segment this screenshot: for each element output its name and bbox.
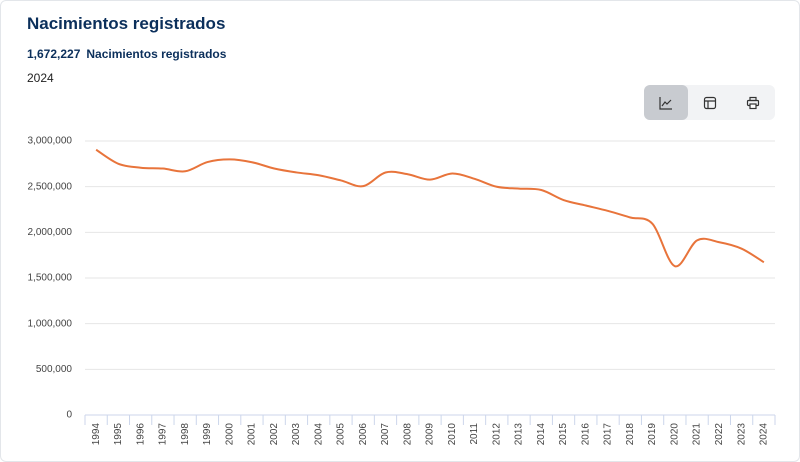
x-tick-label: 2023: [736, 423, 747, 446]
period: 2024: [27, 71, 54, 85]
x-tick-label: 1995: [113, 423, 124, 446]
y-tick-label: 1,000,000: [28, 318, 73, 329]
print-icon: [747, 96, 760, 109]
title: Nacimientos registrados: [27, 14, 226, 33]
headline: 1,672,227 Nacimientos registrados: [27, 47, 232, 61]
line-icon: [659, 96, 672, 110]
chart-view-button[interactable]: [644, 85, 688, 120]
x-tick-label: 2012: [491, 423, 502, 446]
x-tick-label: 2011: [469, 423, 480, 445]
x-tick-label: 1994: [91, 423, 102, 446]
toolbar: [644, 85, 775, 120]
y-tick-label: 1,500,000: [28, 273, 73, 284]
x-tick-label: 2007: [380, 423, 391, 446]
y-tick-label: 0: [66, 410, 72, 421]
x-tick-label: 2008: [402, 423, 413, 446]
x-tick-label: 2020: [669, 423, 680, 446]
x-tick-label: 2022: [714, 423, 725, 446]
y-tick-label: 500,000: [36, 364, 73, 375]
x-tick-label: 2010: [447, 423, 458, 446]
series-line: [95, 148, 765, 268]
x-tick-label: 2015: [558, 423, 569, 446]
x-tick-label: 2019: [647, 423, 658, 446]
table-icon: [703, 96, 716, 109]
x-tick-label: 2005: [336, 423, 347, 446]
y-tick-label: 2,000,000: [28, 227, 73, 238]
x-tick-label: 1997: [158, 423, 169, 446]
table-view-button[interactable]: [688, 85, 732, 120]
headline-label: Nacimientos registrados: [86, 47, 227, 61]
x-tick-label: 2009: [425, 423, 436, 446]
print-button[interactable]: [731, 85, 775, 120]
x-tick-label: 2006: [358, 423, 369, 446]
x-tick-label: 2018: [625, 423, 636, 446]
headline-value: 1,672,227: [27, 47, 81, 61]
x-tick-label: 1998: [180, 423, 191, 446]
x-tick-label: 2003: [291, 423, 302, 446]
x-tick-label: 2001: [247, 423, 258, 446]
x-tick-label: 2013: [514, 423, 525, 446]
x-tick-label: 1999: [202, 423, 213, 446]
x-tick-label: 2004: [313, 423, 324, 446]
y-tick-label: 3,000,000: [28, 136, 73, 147]
x-tick-label: 1996: [135, 423, 146, 446]
y-tick-label: 2,500,000: [28, 181, 73, 192]
x-tick-label: 2017: [603, 423, 614, 446]
x-tick-label: 2002: [269, 423, 280, 446]
x-tick-label: 2024: [759, 423, 770, 446]
x-tick-label: 2016: [580, 423, 591, 446]
x-tick-label: 2021: [692, 423, 703, 446]
x-tick-label: 2000: [224, 423, 235, 446]
x-tick-label: 2014: [536, 423, 547, 446]
